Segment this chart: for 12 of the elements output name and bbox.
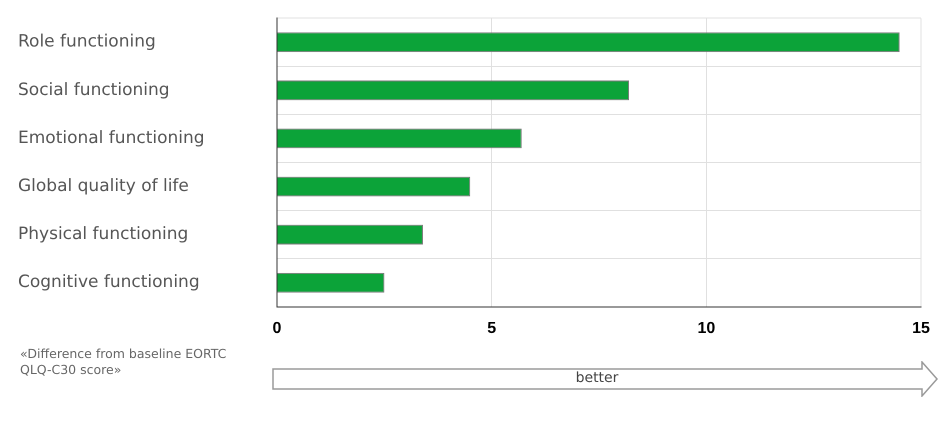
- y-tick-label: Cognitive functioning: [18, 272, 200, 292]
- y-tick-label: Physical functioning: [18, 224, 188, 244]
- y-tick-label: Global quality of life: [18, 176, 189, 196]
- y-tick-label: Social functioning: [18, 80, 170, 100]
- x-tick-label: 0: [272, 320, 282, 337]
- x-tick-label: 5: [487, 320, 496, 337]
- x-axis-title: «Difference from baseline EORTC QLQ-C30 score»: [20, 346, 228, 378]
- text: better: [574, 370, 620, 386]
- y-tick-label: Emotional functioning: [18, 128, 205, 148]
- y-tick-label: Role functioning: [18, 32, 156, 52]
- x-tick-label: 10: [697, 320, 716, 337]
- x-tick-label: 15: [912, 320, 930, 337]
